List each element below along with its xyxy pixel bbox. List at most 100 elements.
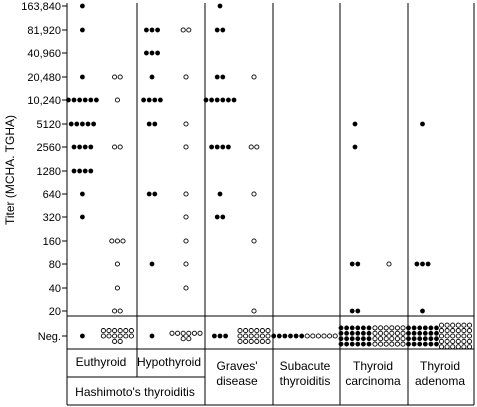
data-point-open [254, 328, 260, 334]
category-label-graves-line2: disease [216, 374, 258, 388]
data-point-filled [82, 168, 88, 174]
data-point-open [444, 333, 450, 339]
data-point-filled [71, 97, 77, 103]
data-point-filled [360, 325, 366, 331]
data-point-open [455, 338, 461, 344]
data-point-open [106, 328, 112, 334]
data-point-filled [366, 325, 372, 331]
data-point-filled [422, 336, 428, 342]
data-point-open [112, 328, 118, 334]
data-point-filled [217, 333, 223, 339]
data-point-open [112, 333, 118, 339]
data-point-filled [349, 341, 355, 347]
data-point-open [180, 336, 186, 342]
y-tick-label: 2560 [37, 142, 61, 154]
data-point-filled [344, 330, 349, 336]
data-point-filled [360, 330, 366, 336]
data-point-open [117, 333, 123, 339]
data-point-filled [417, 325, 423, 331]
data-point-open [175, 330, 181, 336]
data-point-open [378, 341, 384, 347]
data-point-filled [88, 168, 94, 174]
data-point-open [466, 328, 473, 334]
data-point-open [100, 333, 106, 339]
data-point-filled [146, 121, 152, 127]
data-point-filled [71, 168, 77, 174]
data-point-open [383, 341, 389, 347]
data-point-filled [149, 27, 155, 33]
data-point-open [461, 333, 467, 339]
data-point-filled [143, 27, 149, 33]
data-point-filled [420, 121, 425, 127]
data-point-filled [141, 97, 146, 103]
data-point-filled [422, 325, 428, 331]
data-point-open [186, 27, 192, 33]
data-point-filled [338, 330, 344, 336]
data-point-open [310, 333, 316, 339]
data-point-filled [425, 261, 431, 267]
data-point-open [112, 308, 118, 314]
data-point-open [265, 328, 271, 334]
data-point-open [400, 330, 406, 336]
data-point-filled [80, 74, 85, 80]
data-point-filled [231, 97, 237, 103]
data-point-filled [355, 330, 361, 336]
data-point-open [461, 328, 467, 334]
data-point-open [438, 333, 445, 339]
data-point-filled [80, 3, 85, 9]
data-point-open [389, 336, 395, 342]
data-point-filled [82, 144, 88, 150]
data-point-open [455, 333, 461, 339]
data-point-open [117, 74, 123, 80]
y-tick-label: 163,840 [21, 1, 61, 13]
data-point-open [248, 144, 254, 150]
data-point-filled [77, 144, 82, 150]
data-point-filled [220, 214, 226, 220]
data-point-filled [344, 325, 349, 331]
data-point-filled [420, 308, 425, 314]
data-point-filled [366, 341, 372, 347]
data-point-filled [349, 336, 355, 342]
data-point-open [400, 336, 406, 342]
data-point-open [461, 338, 467, 344]
data-point-filled [288, 333, 293, 339]
data-point-open [265, 333, 271, 339]
data-point-open [321, 333, 327, 339]
data-point-open [372, 325, 378, 331]
data-point-open [466, 322, 473, 328]
data-points [66, 3, 473, 350]
data-point-open [128, 328, 134, 334]
data-point-open [112, 338, 118, 344]
data-point-open [455, 322, 461, 328]
data-point-filled [349, 308, 355, 314]
data-point-filled [88, 144, 94, 150]
data-point-filled [80, 27, 85, 33]
category-label-adenoma-line2: adenoma [415, 374, 465, 388]
data-point-filled [360, 336, 366, 342]
data-point-filled [225, 97, 231, 103]
data-point-open [438, 338, 445, 344]
data-point-open [186, 336, 192, 342]
data-point-open [106, 333, 112, 339]
data-point-filled [349, 325, 355, 331]
data-point-filled [155, 50, 160, 56]
data-point-open [197, 330, 203, 336]
category-label-subacute-line1: Subacute [280, 359, 331, 373]
data-point-filled [338, 336, 344, 342]
data-point-open [372, 330, 378, 336]
data-point-open [114, 261, 120, 267]
data-point-open [248, 333, 254, 339]
data-point-filled [406, 336, 411, 342]
data-point-open [243, 338, 249, 344]
data-point-open [251, 238, 257, 244]
data-point-filled [85, 121, 91, 127]
category-label-adenoma-line1: Thyroid [420, 359, 460, 373]
data-point-open [109, 238, 115, 244]
data-point-filled [352, 144, 358, 150]
data-point-filled [149, 74, 155, 80]
data-point-open [254, 333, 260, 339]
data-point-filled [91, 121, 96, 127]
data-point-open [254, 144, 260, 150]
data-point-filled [66, 97, 71, 103]
